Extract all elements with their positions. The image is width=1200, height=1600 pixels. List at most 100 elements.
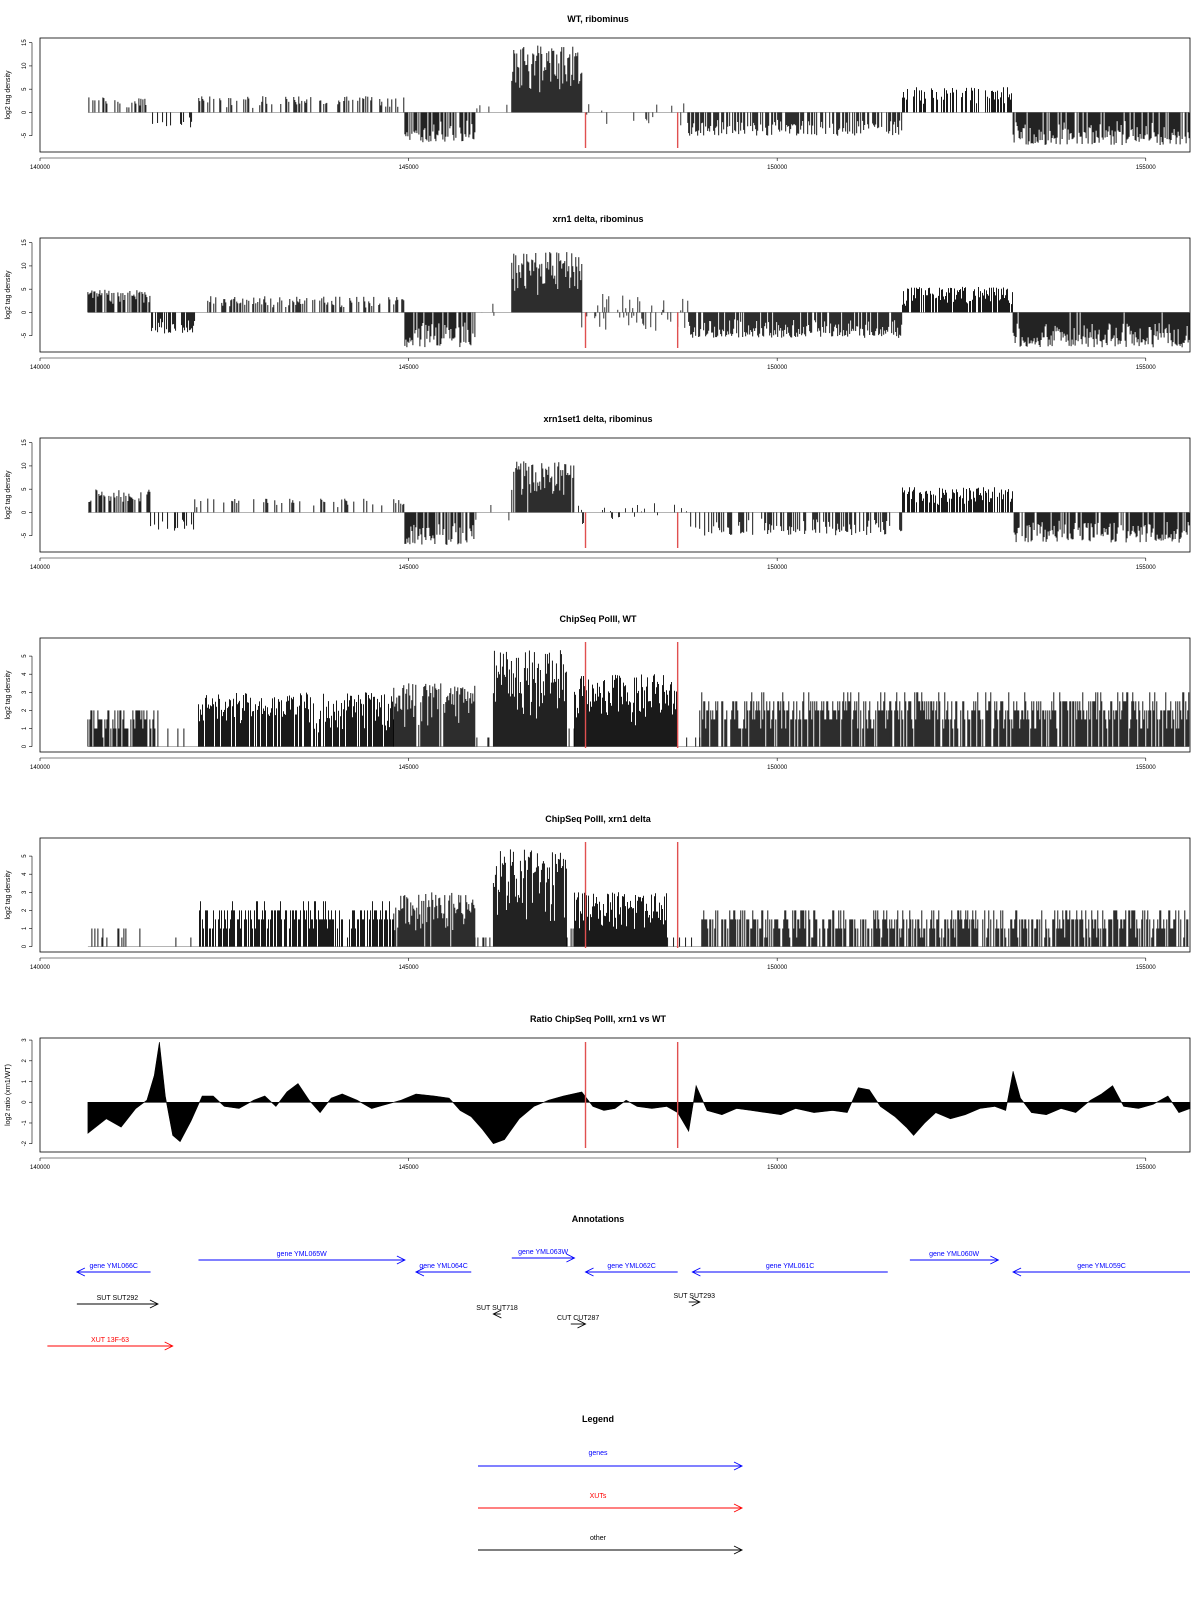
y-tick-label: 5 (22, 87, 28, 91)
x-tick-label: 155000 (1136, 765, 1157, 771)
panel-xrn1set1-ribominus: xrn1set1 delta, ribominus log2 tag densi… (5, 414, 1191, 571)
y-tick-label: -5 (22, 532, 28, 538)
annotation-features: gene YML066C gene YML065W gene YML064C gene… (47, 1249, 1190, 1351)
annotations-title: Annotations (572, 1214, 625, 1224)
y-axis: -5 0 5 10 15 (22, 39, 33, 138)
gene-feature-label: gene YML061C (766, 1263, 815, 1270)
legend-title: Legend (582, 1414, 614, 1424)
legend-label: genes (588, 1450, 608, 1457)
arrow-head-icon (733, 1461, 744, 1471)
y-axis: -2 -1 0 1 2 3 (22, 1038, 33, 1146)
y-tick-label: 5 (22, 854, 28, 858)
y-axis-label: log2 tag density (5, 670, 12, 720)
y-tick-label: 15 (22, 439, 28, 446)
arrow-head-icon (691, 1267, 701, 1277)
x-tick-label: 155000 (1136, 365, 1157, 371)
arrow-head-icon (164, 1341, 174, 1351)
gene-feature-label: gene YML060W (929, 1251, 979, 1258)
marker-lines (584, 312, 679, 348)
panel-ratio-chipseq: Ratio ChipSeq PolII, xrn1 vs WT log2 rat… (5, 1014, 1191, 1171)
marker-lines (584, 512, 679, 548)
gene-feature-label: gene YML062C (607, 1263, 656, 1270)
y-tick-label: 5 (22, 487, 28, 491)
y-axis-label: log2 tag density (5, 470, 12, 520)
gene-feature-label: gene YML066C (89, 1263, 138, 1270)
arrow-head-icon (584, 1267, 594, 1277)
x-axis: 140000 145000 150000 155000 (30, 957, 1156, 971)
density-bars (87, 461, 1190, 545)
y-tick-label: 2 (22, 908, 28, 912)
y-tick-label: 1 (22, 726, 28, 730)
x-tick-label: 140000 (30, 1165, 51, 1171)
arrow-head-icon (577, 1319, 587, 1329)
marker-lines (584, 1042, 679, 1148)
panel-title: xrn1 delta, ribominus (552, 214, 643, 224)
y-tick-label: -5 (22, 132, 28, 138)
x-tick-label: 140000 (30, 565, 51, 571)
y-tick-label: -1 (22, 1120, 28, 1126)
panel-title: WT, ribominus (567, 14, 629, 24)
marker-lines (584, 842, 679, 948)
x-tick-label: 150000 (767, 965, 788, 971)
y-tick-label: 2 (22, 1058, 28, 1062)
y-tick-label: 1 (22, 1079, 28, 1083)
arrow-head-icon (1012, 1267, 1022, 1277)
y-tick-label: 4 (22, 872, 28, 876)
x-tick-label: 150000 (767, 565, 788, 571)
y-tick-label: 5 (22, 287, 28, 291)
y-tick-label: 15 (22, 39, 28, 46)
legend-label: other (590, 1535, 607, 1542)
y-axis-label: log2 tag density (5, 270, 12, 320)
y-axis: -5 0 5 10 15 (22, 439, 33, 538)
arrow-head-icon (733, 1545, 744, 1555)
ratio-area-path (87, 1042, 1191, 1145)
y-tick-label: 0 (22, 310, 28, 314)
y-axis-label: log2 ratio (xrn1/WT) (5, 1064, 12, 1126)
x-axis: 140000 145000 150000 155000 (30, 1157, 1157, 1171)
other-feature-label: SUT SUT293 (673, 1293, 715, 1300)
xut-feature-label: XUT 13F-63 (91, 1337, 129, 1344)
y-tick-label: 0 (22, 744, 28, 748)
panel-title: ChipSeq PolII, WT (560, 614, 637, 624)
x-tick-label: 155000 (1136, 165, 1157, 171)
gene-feature-label: gene YML064C (419, 1263, 468, 1270)
x-tick-label: 145000 (399, 1165, 420, 1171)
other-feature-label: CUT CUT287 (557, 1315, 599, 1322)
x-tick-label: 145000 (399, 165, 420, 171)
marker-lines (584, 112, 679, 148)
gene-feature-label: gene YML065W (277, 1251, 327, 1258)
x-tick-label: 145000 (399, 565, 420, 571)
panel-title: Ratio ChipSeq PolII, xrn1 vs WT (530, 1014, 667, 1024)
arrow-head-icon (75, 1267, 86, 1277)
y-tick-label: 3 (22, 890, 28, 894)
x-axis: 140000 145000 150000 155000 (30, 557, 1156, 571)
x-axis: 140000 145000 150000 155000 (30, 357, 1157, 371)
x-tick-label: 140000 (30, 365, 51, 371)
x-tick-label: 140000 (30, 965, 51, 971)
plot-frame (39, 237, 1191, 353)
y-tick-label: -5 (22, 332, 28, 338)
y-tick-label: 4 (22, 672, 28, 676)
panel-title: xrn1set1 delta, ribominus (543, 414, 652, 424)
x-axis: 140000 145000 150000 155000 (30, 757, 1157, 771)
y-tick-label: 10 (22, 262, 28, 269)
arrow-head-icon (990, 1255, 1000, 1265)
y-tick-label: 10 (22, 62, 28, 69)
y-tick-label: 15 (22, 239, 28, 246)
y-tick-label: 0 (22, 110, 28, 114)
x-tick-label: 155000 (1136, 1165, 1157, 1171)
y-tick-label: 3 (22, 1038, 28, 1042)
panel-xrn1-ribominus: xrn1 delta, ribominus log2 tag density -… (5, 214, 1191, 371)
plot-frame (39, 37, 1191, 153)
y-tick-label: -2 (22, 1140, 28, 1146)
y-axis-label: log2 tag density (5, 870, 12, 920)
x-tick-label: 145000 (399, 365, 420, 371)
y-tick-label: 0 (22, 944, 28, 948)
arrow-head-icon (492, 1309, 502, 1319)
arrow-head-icon (691, 1297, 701, 1307)
panel-chipseq-wt: ChipSeq PolII, WT log2 tag density 0 1 2 3 4… (5, 614, 1191, 771)
legend-label: XUTs (590, 1493, 607, 1500)
y-axis: 0 1 2 3 4 5 (22, 654, 33, 748)
density-bars (87, 252, 1190, 348)
